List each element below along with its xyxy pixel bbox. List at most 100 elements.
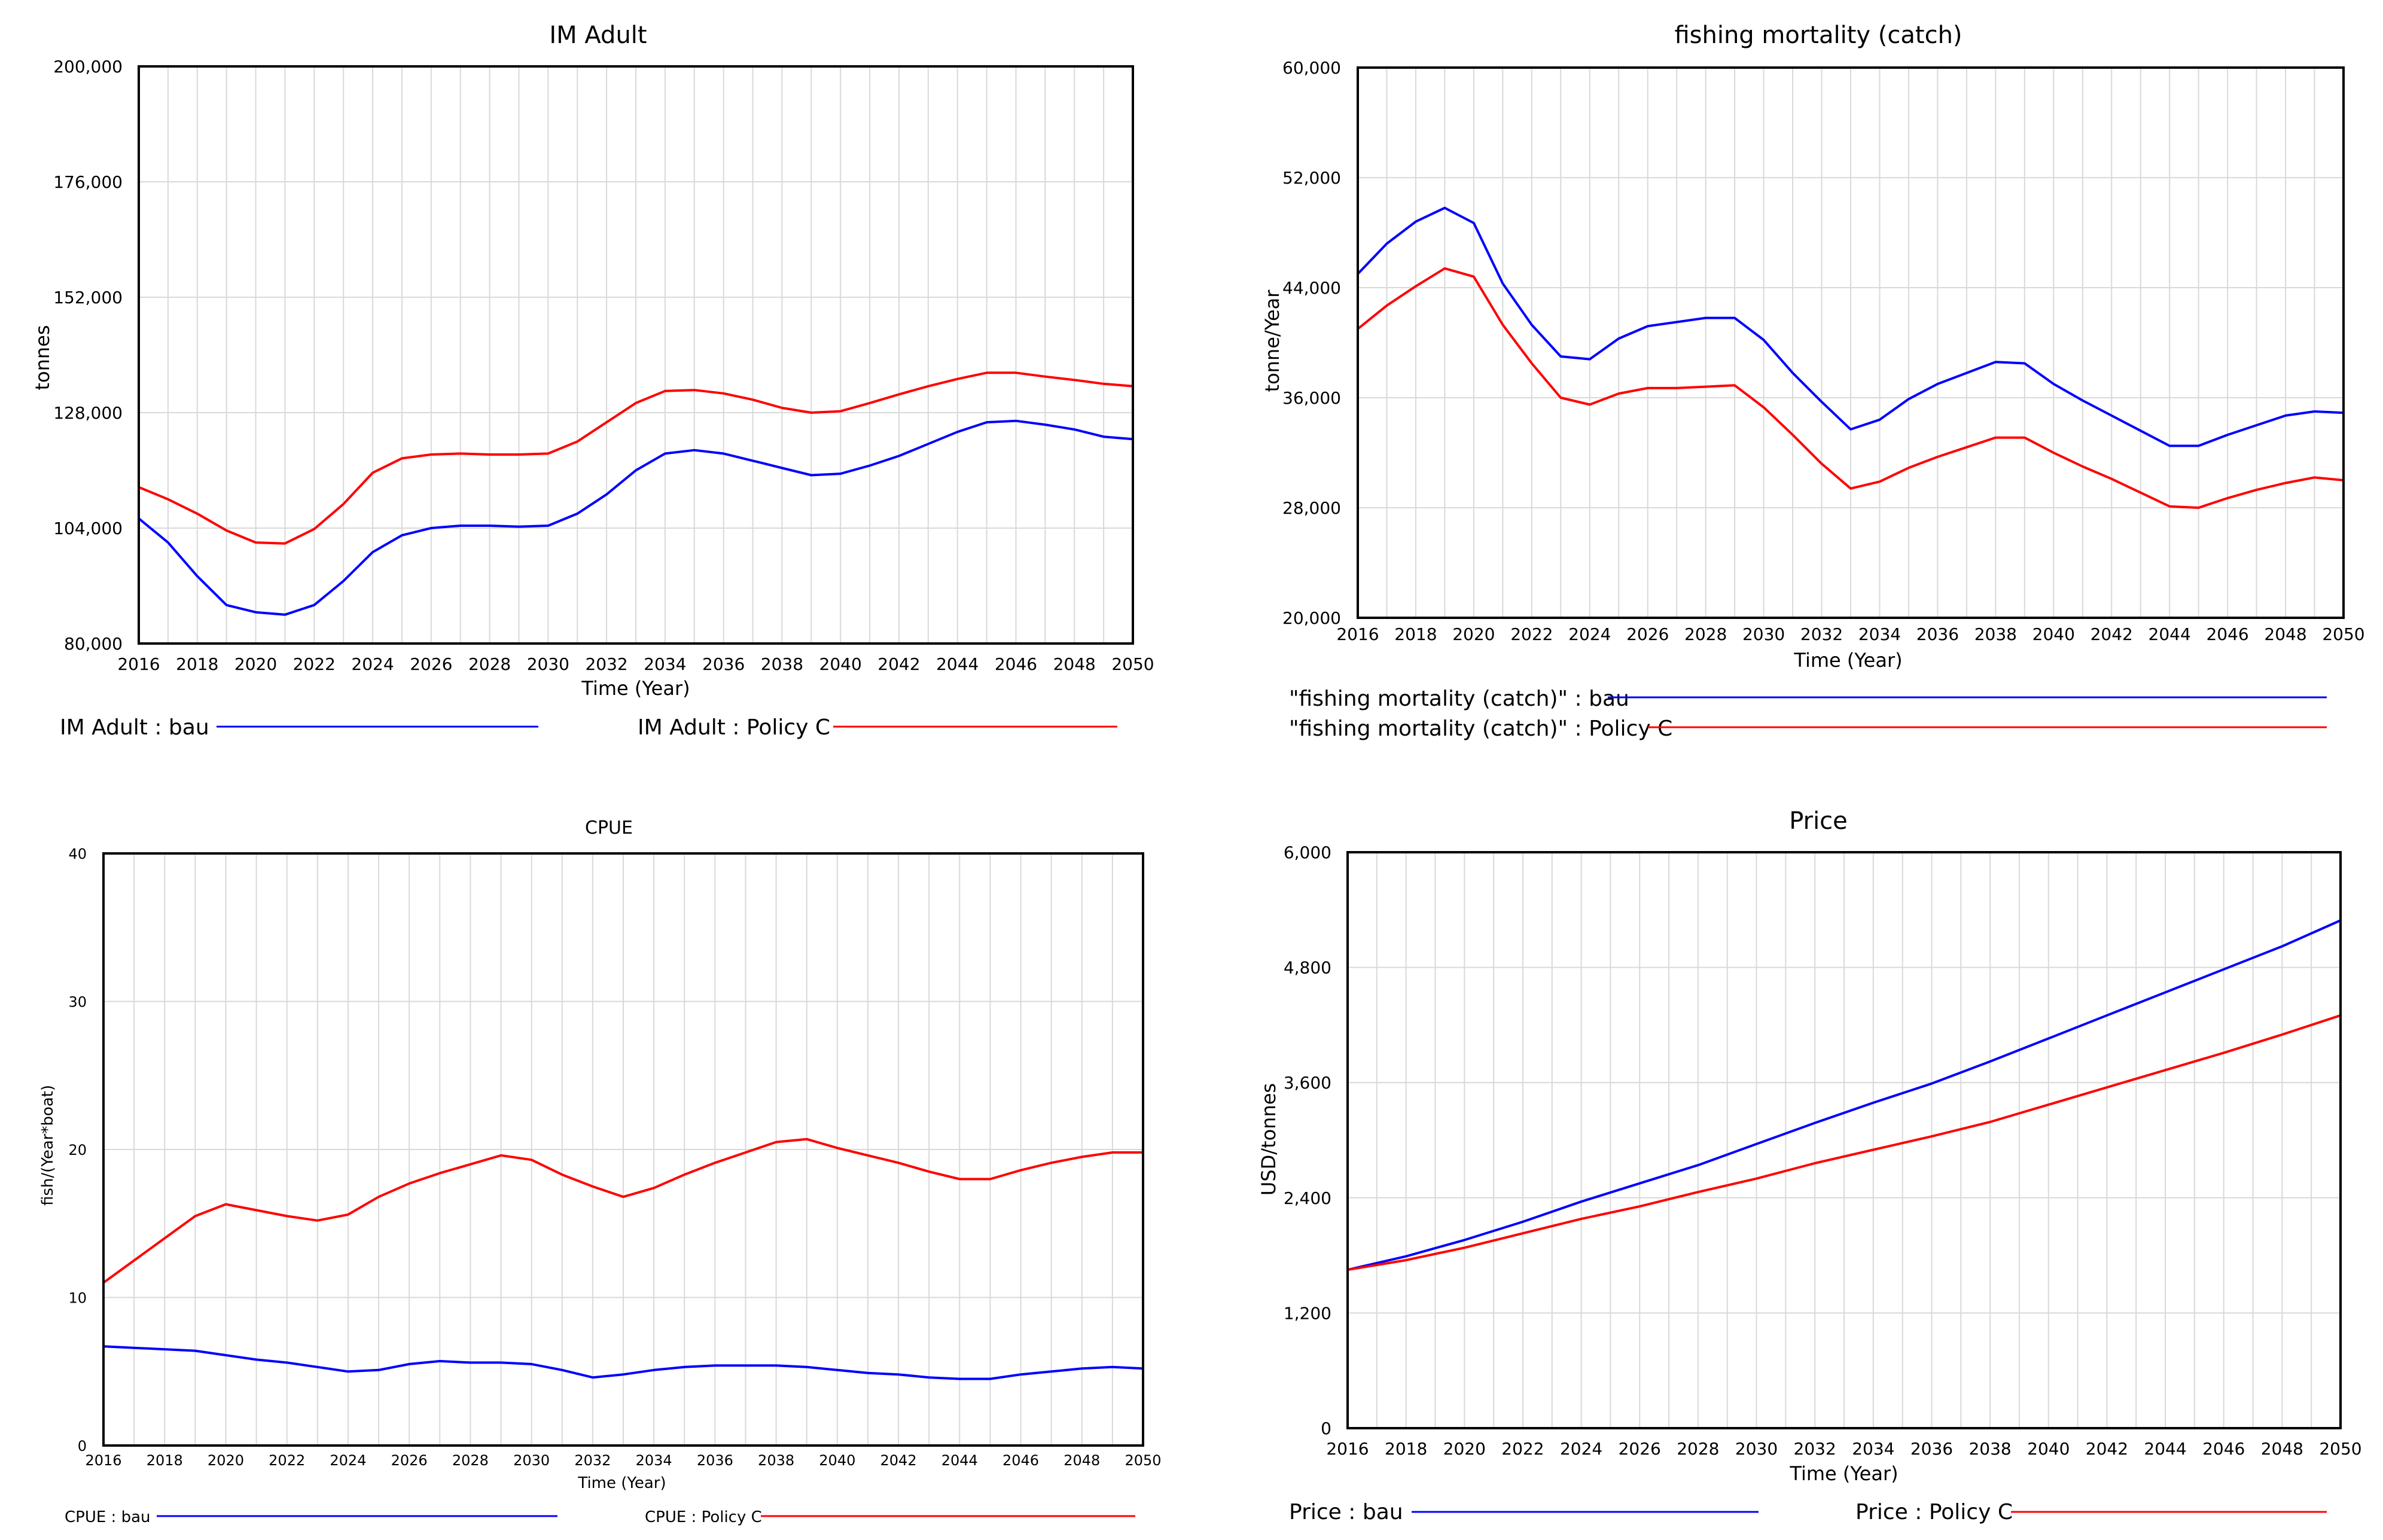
x-tick-label: 2038 bbox=[761, 654, 803, 674]
legend-label-bau: CPUE : bau bbox=[65, 1508, 151, 1526]
x-axis-label: Time (Year) bbox=[581, 677, 690, 700]
x-tick-label: 2016 bbox=[1336, 624, 1379, 644]
chart-title: IM Adult bbox=[549, 22, 647, 49]
x-tick-label: 2048 bbox=[2264, 624, 2306, 644]
x-tick-label: 2016 bbox=[117, 654, 160, 674]
x-tick-label: 2044 bbox=[941, 1452, 978, 1469]
series-line-bau bbox=[1347, 919, 2341, 1271]
x-tick-label: 2030 bbox=[527, 654, 569, 674]
x-tick-label: 2042 bbox=[880, 1452, 917, 1469]
grid bbox=[1347, 852, 2341, 1429]
y-tick-label: 60,000 bbox=[1282, 58, 1341, 78]
x-tick-label: 2034 bbox=[1858, 624, 1901, 644]
chart-title: fishing mortality (catch) bbox=[1674, 22, 1962, 49]
x-axis-label: Time (Year) bbox=[577, 1474, 666, 1492]
x-tick-label: 2040 bbox=[819, 1452, 855, 1469]
y-tick-label: 30 bbox=[68, 994, 87, 1011]
x-tick-labels: 2016 2018 2020 2022 2024 2026 2028 2030 2032 2034… bbox=[1336, 624, 2364, 644]
series-lines bbox=[1357, 206, 2344, 509]
y-tick-label: 52,000 bbox=[1282, 168, 1341, 188]
plot-frame bbox=[138, 65, 1134, 645]
series-lines bbox=[102, 1138, 1144, 1380]
grid bbox=[138, 66, 1133, 644]
series-line-policy-c bbox=[138, 371, 1133, 545]
x-tick-label: 2044 bbox=[2144, 1439, 2186, 1459]
x-tick-label: 2050 bbox=[2319, 1439, 2361, 1459]
x-tick-label: 2018 bbox=[176, 654, 218, 674]
x-tick-label: 2036 bbox=[1916, 624, 1959, 644]
x-tick-label: 2024 bbox=[1568, 624, 1611, 644]
y-tick-label: 6,000 bbox=[1284, 843, 1331, 862]
x-tick-label: 2022 bbox=[1501, 1439, 1544, 1459]
x-tick-label: 2028 bbox=[1684, 624, 1727, 644]
x-tick-label: 2050 bbox=[2322, 624, 2364, 644]
x-tick-label: 2032 bbox=[585, 654, 627, 674]
x-tick-label: 2034 bbox=[644, 654, 686, 674]
y-axis-label: tonnes bbox=[31, 325, 54, 390]
y-tick-labels: 0 10 20 30 40 bbox=[68, 846, 87, 1454]
series-line-policy-c bbox=[102, 1138, 1143, 1284]
series-line-bau bbox=[103, 1345, 1144, 1380]
chart-im-adult: IM Adult 80,000 104,000 128,000 152,000 176,… bbox=[31, 22, 1154, 740]
legend: Price : bau Price : Policy C bbox=[1289, 1500, 2327, 1524]
x-tick-label: 2044 bbox=[936, 654, 979, 674]
x-tick-label: 2022 bbox=[293, 654, 336, 674]
x-tick-label: 2040 bbox=[819, 654, 862, 674]
y-axis-label: tonne/Year bbox=[1261, 289, 1284, 392]
legend-label-bau: IM Adult : bau bbox=[60, 715, 209, 740]
series-lines bbox=[1347, 919, 2341, 1271]
legend: "fishing mortality (catch)" : bau "fishi… bbox=[1289, 687, 2327, 741]
series-line-policy-c bbox=[1357, 267, 2344, 509]
x-tick-label: 2024 bbox=[330, 1452, 366, 1469]
x-tick-label: 2046 bbox=[2206, 624, 2248, 644]
y-tick-label: 2,400 bbox=[1284, 1188, 1331, 1208]
x-tick-label: 2050 bbox=[1111, 654, 1154, 674]
x-tick-label: 2020 bbox=[1452, 624, 1495, 644]
x-tick-label: 2022 bbox=[269, 1452, 305, 1469]
y-tick-labels: 80,000 104,000 128,000 152,000 176,000 200,00… bbox=[53, 57, 123, 654]
x-tick-label: 2028 bbox=[1677, 1439, 1719, 1459]
x-tick-label: 2042 bbox=[2091, 624, 2133, 644]
x-tick-label: 2022 bbox=[1510, 624, 1553, 644]
y-tick-label: 40 bbox=[68, 846, 87, 862]
x-tick-label: 2038 bbox=[1974, 624, 2017, 644]
x-tick-label: 2040 bbox=[2032, 624, 2075, 644]
y-tick-label: 0 bbox=[1321, 1419, 1331, 1438]
x-axis-label: Time (Year) bbox=[1789, 1462, 1898, 1485]
legend: CPUE : bau CPUE : Policy C bbox=[65, 1508, 1135, 1526]
x-tick-label: 2042 bbox=[2086, 1439, 2128, 1459]
series-line-bau bbox=[1357, 206, 2344, 447]
x-tick-label: 2044 bbox=[2149, 624, 2191, 644]
x-tick-label: 2020 bbox=[208, 1452, 244, 1469]
y-tick-label: 104,000 bbox=[53, 519, 123, 538]
x-tick-label: 2032 bbox=[1800, 624, 1843, 644]
chart-title: Price bbox=[1789, 807, 1848, 835]
y-tick-label: 128,000 bbox=[53, 403, 123, 423]
x-tick-labels: 2016 2018 2020 2022 2024 2026 2028 2030 2032 2034… bbox=[117, 654, 1154, 674]
grid bbox=[103, 853, 1144, 1446]
series-line-bau bbox=[138, 419, 1133, 616]
y-axis-label: USD/tonnes bbox=[1257, 1083, 1280, 1196]
series-line-policy-c bbox=[1347, 1014, 2341, 1271]
x-tick-label: 2026 bbox=[1619, 1439, 1661, 1459]
x-tick-label: 2026 bbox=[391, 1452, 428, 1469]
x-tick-label: 2020 bbox=[1443, 1439, 1486, 1459]
x-tick-label: 2020 bbox=[234, 654, 277, 674]
x-tick-label: 2048 bbox=[1053, 654, 1096, 674]
legend-label-policy-c: "fishing mortality (catch)" : Policy C bbox=[1289, 716, 1672, 741]
x-tick-label: 2016 bbox=[85, 1452, 121, 1469]
y-tick-label: 36,000 bbox=[1282, 388, 1341, 408]
x-tick-label: 2034 bbox=[1852, 1439, 1894, 1459]
legend-label-policy-c: IM Adult : Policy C bbox=[638, 715, 830, 740]
x-tick-label: 2036 bbox=[1910, 1439, 1953, 1459]
x-tick-label: 2016 bbox=[1326, 1439, 1369, 1459]
x-tick-label: 2036 bbox=[697, 1452, 733, 1469]
y-tick-label: 20 bbox=[68, 1142, 87, 1158]
y-tick-label: 4,800 bbox=[1284, 958, 1331, 978]
y-tick-label: 152,000 bbox=[53, 288, 123, 307]
x-tick-label: 2034 bbox=[636, 1452, 672, 1469]
plot-frame bbox=[1357, 66, 2345, 619]
y-tick-label: 176,000 bbox=[53, 172, 123, 192]
chart-fishing-mortality: fishing mortality (catch) 20,000 28,000 36… bbox=[1261, 22, 2365, 741]
x-tick-label: 2050 bbox=[1125, 1452, 1161, 1469]
